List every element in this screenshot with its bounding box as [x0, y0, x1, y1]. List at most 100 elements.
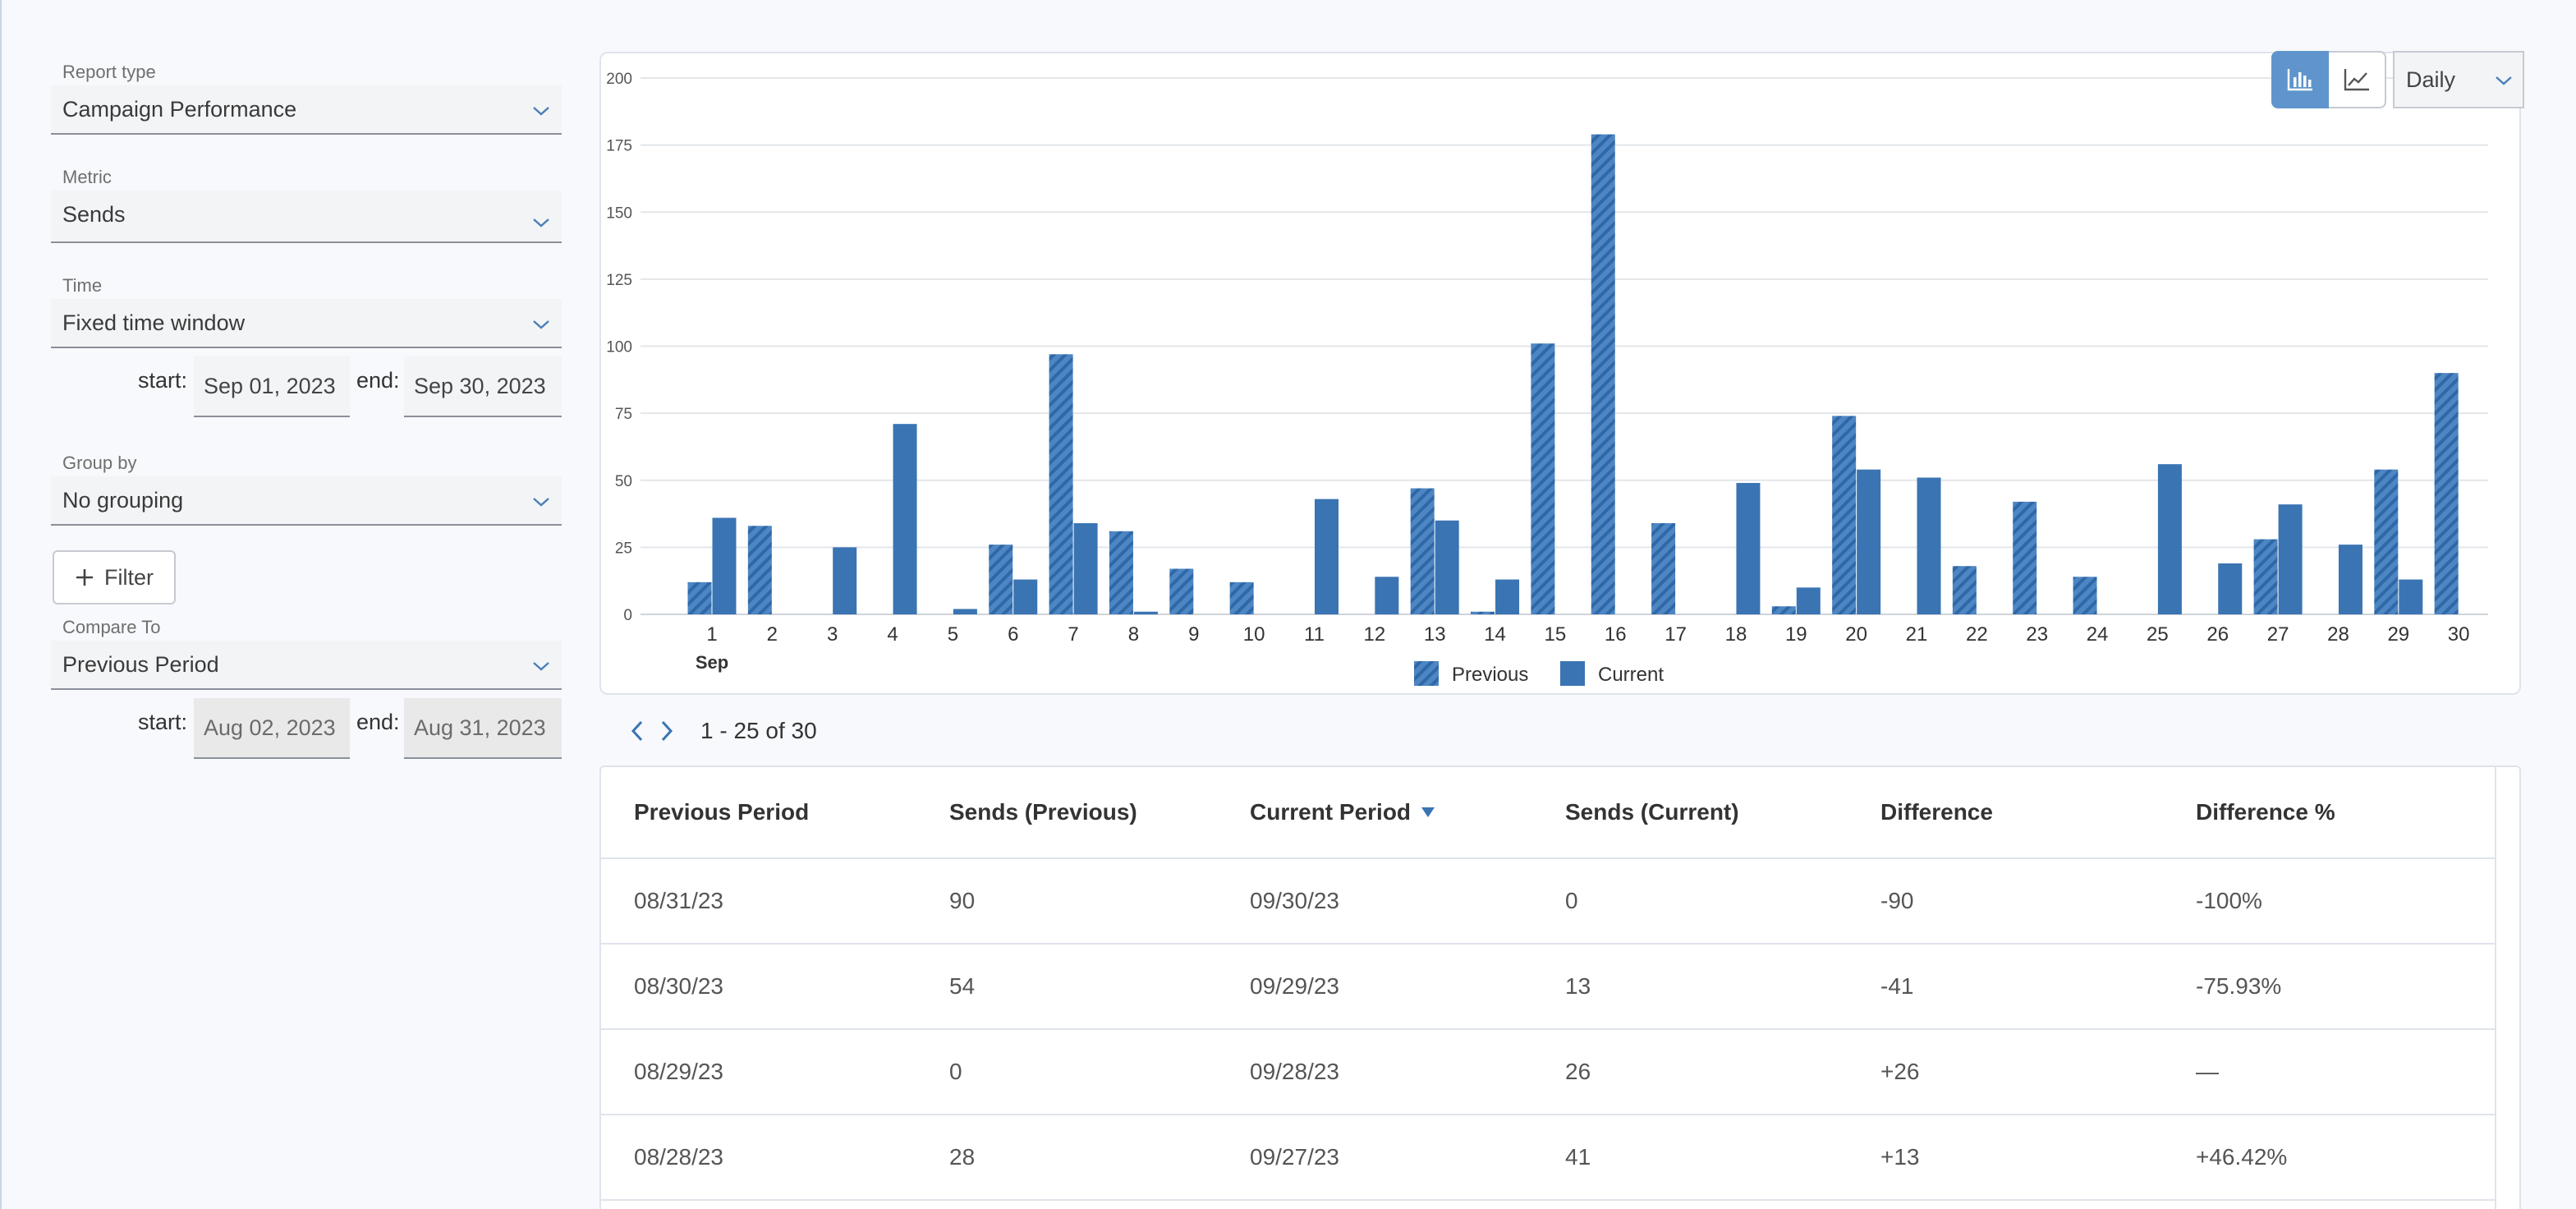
column-header-sends-previous[interactable]: Sends (Previous) [949, 767, 1137, 857]
filter-panel: Report type Campaign Performance Metric … [0, 0, 575, 1209]
line-view-button[interactable] [2329, 51, 2386, 108]
start-date-input[interactable]: Sep 01, 2023 [194, 356, 350, 417]
x-tick-label: 15 [1545, 623, 1567, 646]
filter-button[interactable]: Filter [53, 550, 176, 604]
bar-current-8[interactable] [1133, 611, 1158, 614]
x-tick-label: 26 [2206, 623, 2229, 646]
time-field: Time Fixed time window [51, 273, 562, 348]
chevron-down-icon [2496, 76, 2512, 85]
bar-current-14[interactable] [1495, 579, 1520, 614]
bar-current-20[interactable] [1857, 469, 1881, 614]
y-tick-label: 50 [615, 473, 632, 490]
x-tick-label: 8 [1128, 623, 1139, 646]
bar-previous-7[interactable] [1049, 354, 1073, 614]
x-tick-label: 24 [2087, 623, 2109, 646]
column-header-label: Sends (Previous) [949, 799, 1137, 825]
report-type-select[interactable]: Campaign Performance [51, 85, 562, 135]
compare-to-label: Compare To [62, 617, 161, 637]
bar-previous-10[interactable] [1229, 582, 1254, 614]
interval-value: Daily [2406, 67, 2456, 92]
bar-current-19[interactable] [1796, 587, 1821, 614]
legend-label-current[interactable]: Current [1598, 664, 1664, 686]
column-header-sends-current[interactable]: Sends (Current) [1565, 767, 1739, 857]
bar-previous-27[interactable] [2253, 539, 2278, 614]
previous-page-button[interactable] [628, 719, 646, 743]
metric-select[interactable]: Sends [51, 191, 562, 243]
bar-current-5[interactable] [953, 609, 977, 614]
bar-previous-23[interactable] [2013, 501, 2037, 614]
metric-value: Sends [62, 202, 126, 227]
bar-previous-9[interactable] [1169, 568, 1194, 614]
table-row[interactable]: 08/31/23 90 09/30/23 0 -90 -100% [601, 859, 2496, 945]
plus-icon [76, 569, 93, 586]
y-tick-label: 150 [606, 205, 632, 222]
bar-current-21[interactable] [1917, 477, 1941, 614]
bar-previous-17[interactable] [1651, 522, 1676, 614]
bar-previous-14[interactable] [1471, 611, 1495, 614]
next-page-button[interactable] [658, 719, 676, 743]
y-tick-label: 75 [615, 406, 632, 423]
bar-previous-16[interactable] [1591, 134, 1615, 614]
bar-previous-8[interactable] [1109, 531, 1133, 614]
bar-previous-13[interactable] [1410, 488, 1435, 614]
table-row[interactable]: 08/29/23 0 09/28/23 26 +26 — [601, 1030, 2496, 1115]
legend-label-previous[interactable]: Previous [1452, 664, 1528, 686]
bar-current-11[interactable] [1315, 499, 1339, 614]
table-row[interactable]: 08/28/23 28 09/27/23 41 +13 +46.42% [601, 1115, 2496, 1201]
bar-current-29[interactable] [2399, 579, 2423, 614]
start-label: start: [138, 368, 188, 393]
bar-current-6[interactable] [1013, 579, 1038, 614]
bar-current-12[interactable] [1375, 577, 1399, 614]
bar-current-25[interactable] [2157, 464, 2182, 614]
column-header-label: Difference % [2196, 799, 2335, 825]
bar-previous-30[interactable] [2434, 373, 2459, 614]
time-date-range: start: Sep 01, 2023 end: Sep 30, 2023 [51, 356, 562, 417]
x-tick-label: 13 [1424, 623, 1446, 646]
line-chart-icon [2344, 69, 2369, 91]
bar-current-1[interactable] [712, 517, 737, 614]
bar-previous-29[interactable] [2374, 469, 2399, 614]
time-select[interactable]: Fixed time window [51, 299, 562, 348]
bar-previous-22[interactable] [1952, 566, 1977, 614]
x-tick-label: 23 [2026, 623, 2048, 646]
column-header-label: Current Period [1250, 799, 1412, 825]
chevron-left-icon [631, 720, 643, 742]
cell-sends-previous: 54 [949, 973, 976, 999]
column-header-current-period[interactable]: Current Period [1250, 767, 1435, 857]
column-header-difference-pct[interactable]: Difference % [2196, 767, 2335, 857]
bar-previous-6[interactable] [989, 545, 1013, 614]
bar-previous-19[interactable] [1771, 606, 1796, 614]
compare-to-select[interactable]: Previous Period [51, 641, 562, 690]
end-date-input[interactable]: Sep 30, 2023 [404, 356, 562, 417]
table-row[interactable]: 08/30/23 54 09/29/23 13 -41 -75.93% [601, 945, 2496, 1030]
bar-current-4[interactable] [893, 424, 917, 614]
cell-sends-current: 41 [1565, 1144, 1591, 1170]
legend-swatch-current [1560, 661, 1585, 686]
bar-current-27[interactable] [2278, 504, 2303, 614]
bar-current-3[interactable] [833, 547, 857, 614]
group-by-select[interactable]: No grouping [51, 476, 562, 526]
bar-previous-2[interactable] [747, 526, 772, 614]
x-tick-label: 9 [1188, 623, 1199, 646]
table-scrollbar[interactable] [2495, 767, 2519, 1209]
column-header-label: Sends (Current) [1565, 799, 1739, 825]
bar-current-26[interactable] [2218, 563, 2243, 614]
bar-previous-15[interactable] [1531, 343, 1555, 614]
group-by-label: Group by [62, 453, 137, 473]
bar-current-18[interactable] [1736, 483, 1761, 614]
bar-previous-20[interactable] [1832, 416, 1857, 614]
column-header-previous-period[interactable]: Previous Period [634, 767, 809, 857]
time-value: Fixed time window [62, 310, 246, 335]
bar-previous-1[interactable] [687, 582, 712, 614]
filter-button-label: Filter [104, 564, 154, 590]
bar-current-13[interactable] [1435, 520, 1459, 614]
bar-previous-24[interactable] [2073, 577, 2097, 614]
report-type-field: Report type Campaign Performance [51, 59, 562, 135]
cell-difference: -41 [1880, 973, 1914, 999]
interval-select[interactable]: Daily [2393, 51, 2524, 108]
bar-current-28[interactable] [2338, 545, 2362, 614]
bar-view-button[interactable] [2271, 51, 2329, 108]
bar-current-7[interactable] [1073, 522, 1098, 614]
column-header-difference[interactable]: Difference [1880, 767, 1993, 857]
compare-to-value: Previous Period [62, 652, 219, 677]
